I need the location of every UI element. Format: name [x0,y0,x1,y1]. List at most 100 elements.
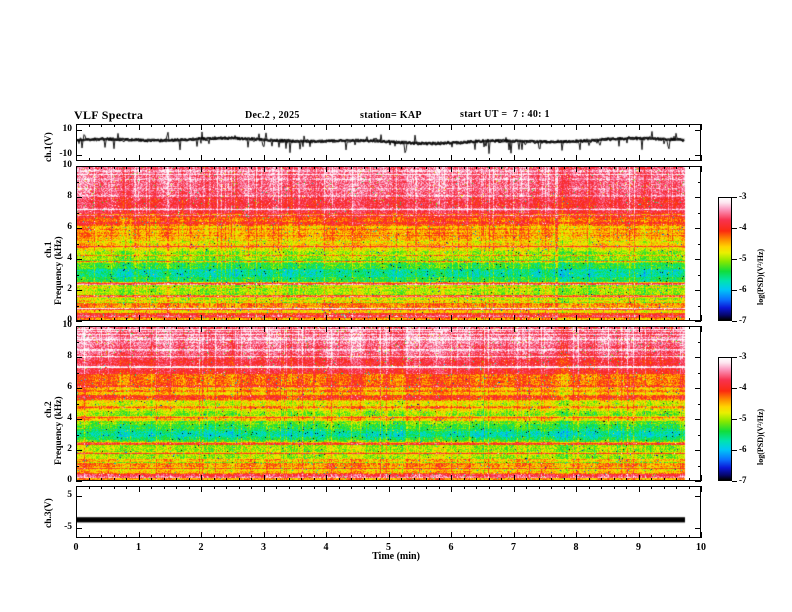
xtick-bottom [676,535,677,538]
xtick-bottom [513,532,515,538]
xtick-bottom [88,535,90,538]
xtick-bottom [276,318,277,321]
ch1-spectrogram-image [77,167,700,320]
xtick-bottom [313,318,315,321]
xtick-top [213,486,215,489]
xtick-bottom [238,535,240,538]
xtick-bottom [501,478,502,481]
xtick-bottom [688,318,690,321]
xtick-top [251,166,252,169]
ytick-label: 6 [67,382,72,392]
xtick-bottom [701,155,702,161]
xtick-bottom [701,532,702,538]
xtick-top [201,124,202,130]
ytick-right [698,434,701,436]
xtick-top [113,166,115,169]
ytick-left [76,154,82,156]
xtick-top [238,166,240,169]
xtick-bottom [651,158,652,161]
xtick-bottom [638,532,640,538]
xtick-top [476,166,477,169]
ytick-label: 8 [67,191,72,201]
xtick-top [551,326,552,329]
xtick-bottom [388,532,390,538]
ch1-waveform-trace [77,125,700,160]
xtick-bottom [588,478,590,481]
xtick-top [538,326,540,329]
colorbar-tick [732,197,737,198]
xtick-top [588,124,590,127]
xtick-bottom [626,158,627,161]
xtick-bottom [251,158,252,161]
xtick-bottom [551,318,552,321]
xtick-bottom [101,478,102,481]
xtick-label: 5 [386,542,391,553]
xtick-top [226,486,227,489]
xtick-top [301,326,302,329]
xtick-top [476,326,477,329]
xtick-top [513,486,515,492]
xtick-bottom [488,535,490,538]
xtick-top [238,486,240,489]
xtick-top [576,326,577,332]
xtick-label: 10 [696,542,706,553]
colorbar-tick-label: -6 [739,444,747,454]
xtick-bottom [426,535,427,538]
xtick-bottom [526,478,527,481]
xtick-label: 2 [198,542,204,553]
xtick-bottom [151,535,152,538]
xtick-top [576,166,577,172]
ytick-right [695,166,701,167]
xtick-bottom [451,532,452,538]
ytick-right [695,357,701,358]
xtick-bottom [76,155,77,161]
xtick-top [663,124,665,127]
xtick-bottom [588,158,590,161]
xtick-top [88,326,90,329]
xtick-top [163,486,165,489]
xtick-top [351,486,352,489]
xtick-bottom [551,478,552,481]
xtick-bottom [563,535,565,538]
xtick-top [638,486,640,492]
ytick-right [695,388,701,389]
xtick-bottom [401,318,402,321]
xtick-top [451,124,452,130]
xtick-bottom [513,155,515,161]
page-title: VLF Spectra [74,108,144,122]
xtick-top [176,124,177,127]
colorbar-tick-label: -3 [739,351,747,361]
xtick-bottom [213,158,215,161]
header-date: Dec.2 , 2025 [245,110,300,121]
ytick-right [698,341,701,343]
xtick-top [76,166,77,172]
xtick-bottom [201,315,202,321]
ytick-label: 10 [62,160,73,170]
ytick-right [695,450,701,451]
ytick-right [695,495,701,497]
xtick-bottom [263,155,265,161]
xtick-top [513,166,515,172]
xtick-top [676,166,677,169]
xtick-bottom [251,478,252,481]
colorbar-tick-label: -3 [739,191,747,201]
ytick-left [76,259,82,260]
ytick-left [76,228,82,229]
xtick-bottom [488,478,490,481]
xtick-top [201,166,202,172]
ytick-left [76,357,82,358]
xtick-top [476,486,477,489]
xtick-top [401,124,402,127]
xaxis-title: Time (min) [372,551,420,562]
ytick-left [76,434,79,436]
xtick-top [701,166,702,172]
colorbar-tick-label: -5 [739,253,747,263]
xtick-top [263,166,265,172]
xtick-top [363,486,365,489]
xtick-top [538,486,540,489]
xtick-bottom [451,315,452,321]
ytick-left [76,274,79,276]
xtick-top [613,486,615,489]
xtick-bottom [613,535,615,538]
xtick-bottom [651,478,652,481]
